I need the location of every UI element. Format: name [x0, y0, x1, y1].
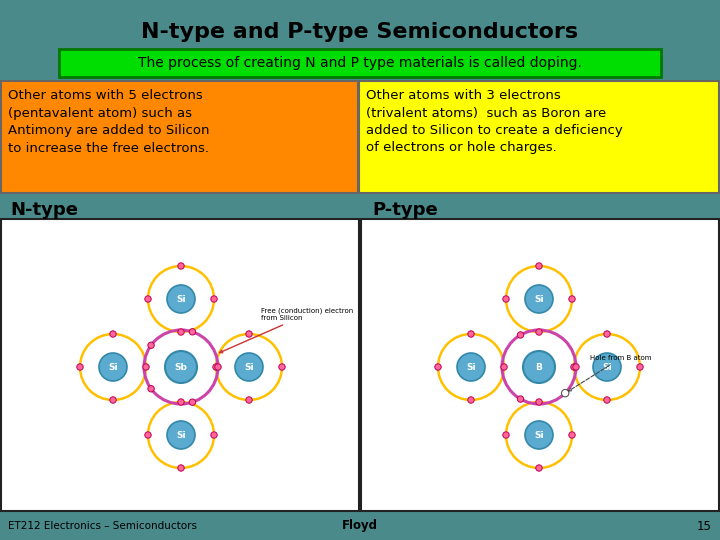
Circle shape: [167, 421, 195, 449]
Circle shape: [178, 399, 184, 405]
Text: Si: Si: [534, 430, 544, 440]
Circle shape: [468, 397, 474, 403]
Circle shape: [178, 329, 184, 335]
Circle shape: [562, 389, 569, 397]
Circle shape: [235, 353, 263, 381]
Circle shape: [178, 263, 184, 269]
Text: Si: Si: [108, 362, 118, 372]
Circle shape: [569, 296, 575, 302]
Circle shape: [211, 296, 217, 302]
Text: Sb: Sb: [174, 362, 187, 372]
Circle shape: [517, 332, 523, 338]
Text: N-type: N-type: [10, 201, 78, 219]
Circle shape: [189, 329, 196, 335]
Circle shape: [109, 397, 116, 403]
Text: Si: Si: [602, 362, 612, 372]
Circle shape: [573, 364, 579, 370]
Circle shape: [468, 331, 474, 337]
Circle shape: [523, 351, 555, 383]
Circle shape: [525, 285, 553, 313]
Text: 15: 15: [697, 519, 712, 532]
Circle shape: [189, 399, 196, 406]
FancyBboxPatch shape: [1, 219, 359, 511]
Text: The process of creating N and P type materials is called doping.: The process of creating N and P type mat…: [138, 56, 582, 70]
Text: Si: Si: [244, 362, 254, 372]
Text: Free (conduction) electron
from Silicon: Free (conduction) electron from Silicon: [220, 308, 353, 353]
Circle shape: [569, 432, 575, 438]
Circle shape: [211, 432, 217, 438]
Text: Hole from B atom: Hole from B atom: [569, 355, 652, 391]
Circle shape: [457, 353, 485, 381]
Circle shape: [178, 465, 184, 471]
Circle shape: [215, 364, 221, 370]
Circle shape: [246, 397, 252, 403]
Text: Other atoms with 5 electrons
(pentavalent atom) such as
Antimony are added to Si: Other atoms with 5 electrons (pentavalen…: [8, 89, 210, 154]
Circle shape: [148, 342, 154, 348]
Circle shape: [593, 353, 621, 381]
FancyBboxPatch shape: [359, 81, 719, 193]
FancyBboxPatch shape: [59, 49, 661, 77]
Circle shape: [143, 364, 149, 370]
Text: Si: Si: [534, 294, 544, 303]
Circle shape: [604, 331, 611, 337]
Circle shape: [517, 396, 523, 402]
Circle shape: [109, 331, 116, 337]
Circle shape: [503, 296, 509, 302]
Text: Si: Si: [176, 294, 186, 303]
Text: Si: Si: [466, 362, 476, 372]
Text: P-type: P-type: [372, 201, 438, 219]
Circle shape: [571, 364, 577, 370]
Circle shape: [145, 296, 151, 302]
Circle shape: [536, 263, 542, 269]
Circle shape: [536, 465, 542, 471]
Circle shape: [536, 329, 542, 335]
FancyBboxPatch shape: [361, 219, 719, 511]
Circle shape: [165, 351, 197, 383]
Circle shape: [536, 399, 542, 405]
Circle shape: [77, 364, 84, 370]
Circle shape: [501, 364, 507, 370]
Text: ET212 Electronics – Semiconductors: ET212 Electronics – Semiconductors: [8, 521, 197, 531]
Text: Si: Si: [176, 430, 186, 440]
Circle shape: [167, 285, 195, 313]
Circle shape: [636, 364, 643, 370]
FancyBboxPatch shape: [1, 81, 358, 193]
Circle shape: [145, 432, 151, 438]
Circle shape: [525, 421, 553, 449]
Text: B: B: [536, 362, 542, 372]
Circle shape: [604, 397, 611, 403]
Circle shape: [435, 364, 441, 370]
Text: Floyd: Floyd: [342, 519, 378, 532]
Circle shape: [503, 432, 509, 438]
Circle shape: [213, 364, 219, 370]
Text: Other atoms with 3 electrons
(trivalent atoms)  such as Boron are
added to Silic: Other atoms with 3 electrons (trivalent …: [366, 89, 623, 154]
Circle shape: [99, 353, 127, 381]
Circle shape: [246, 331, 252, 337]
Circle shape: [148, 386, 154, 392]
Text: N-type and P-type Semiconductors: N-type and P-type Semiconductors: [141, 22, 579, 42]
Circle shape: [279, 364, 285, 370]
